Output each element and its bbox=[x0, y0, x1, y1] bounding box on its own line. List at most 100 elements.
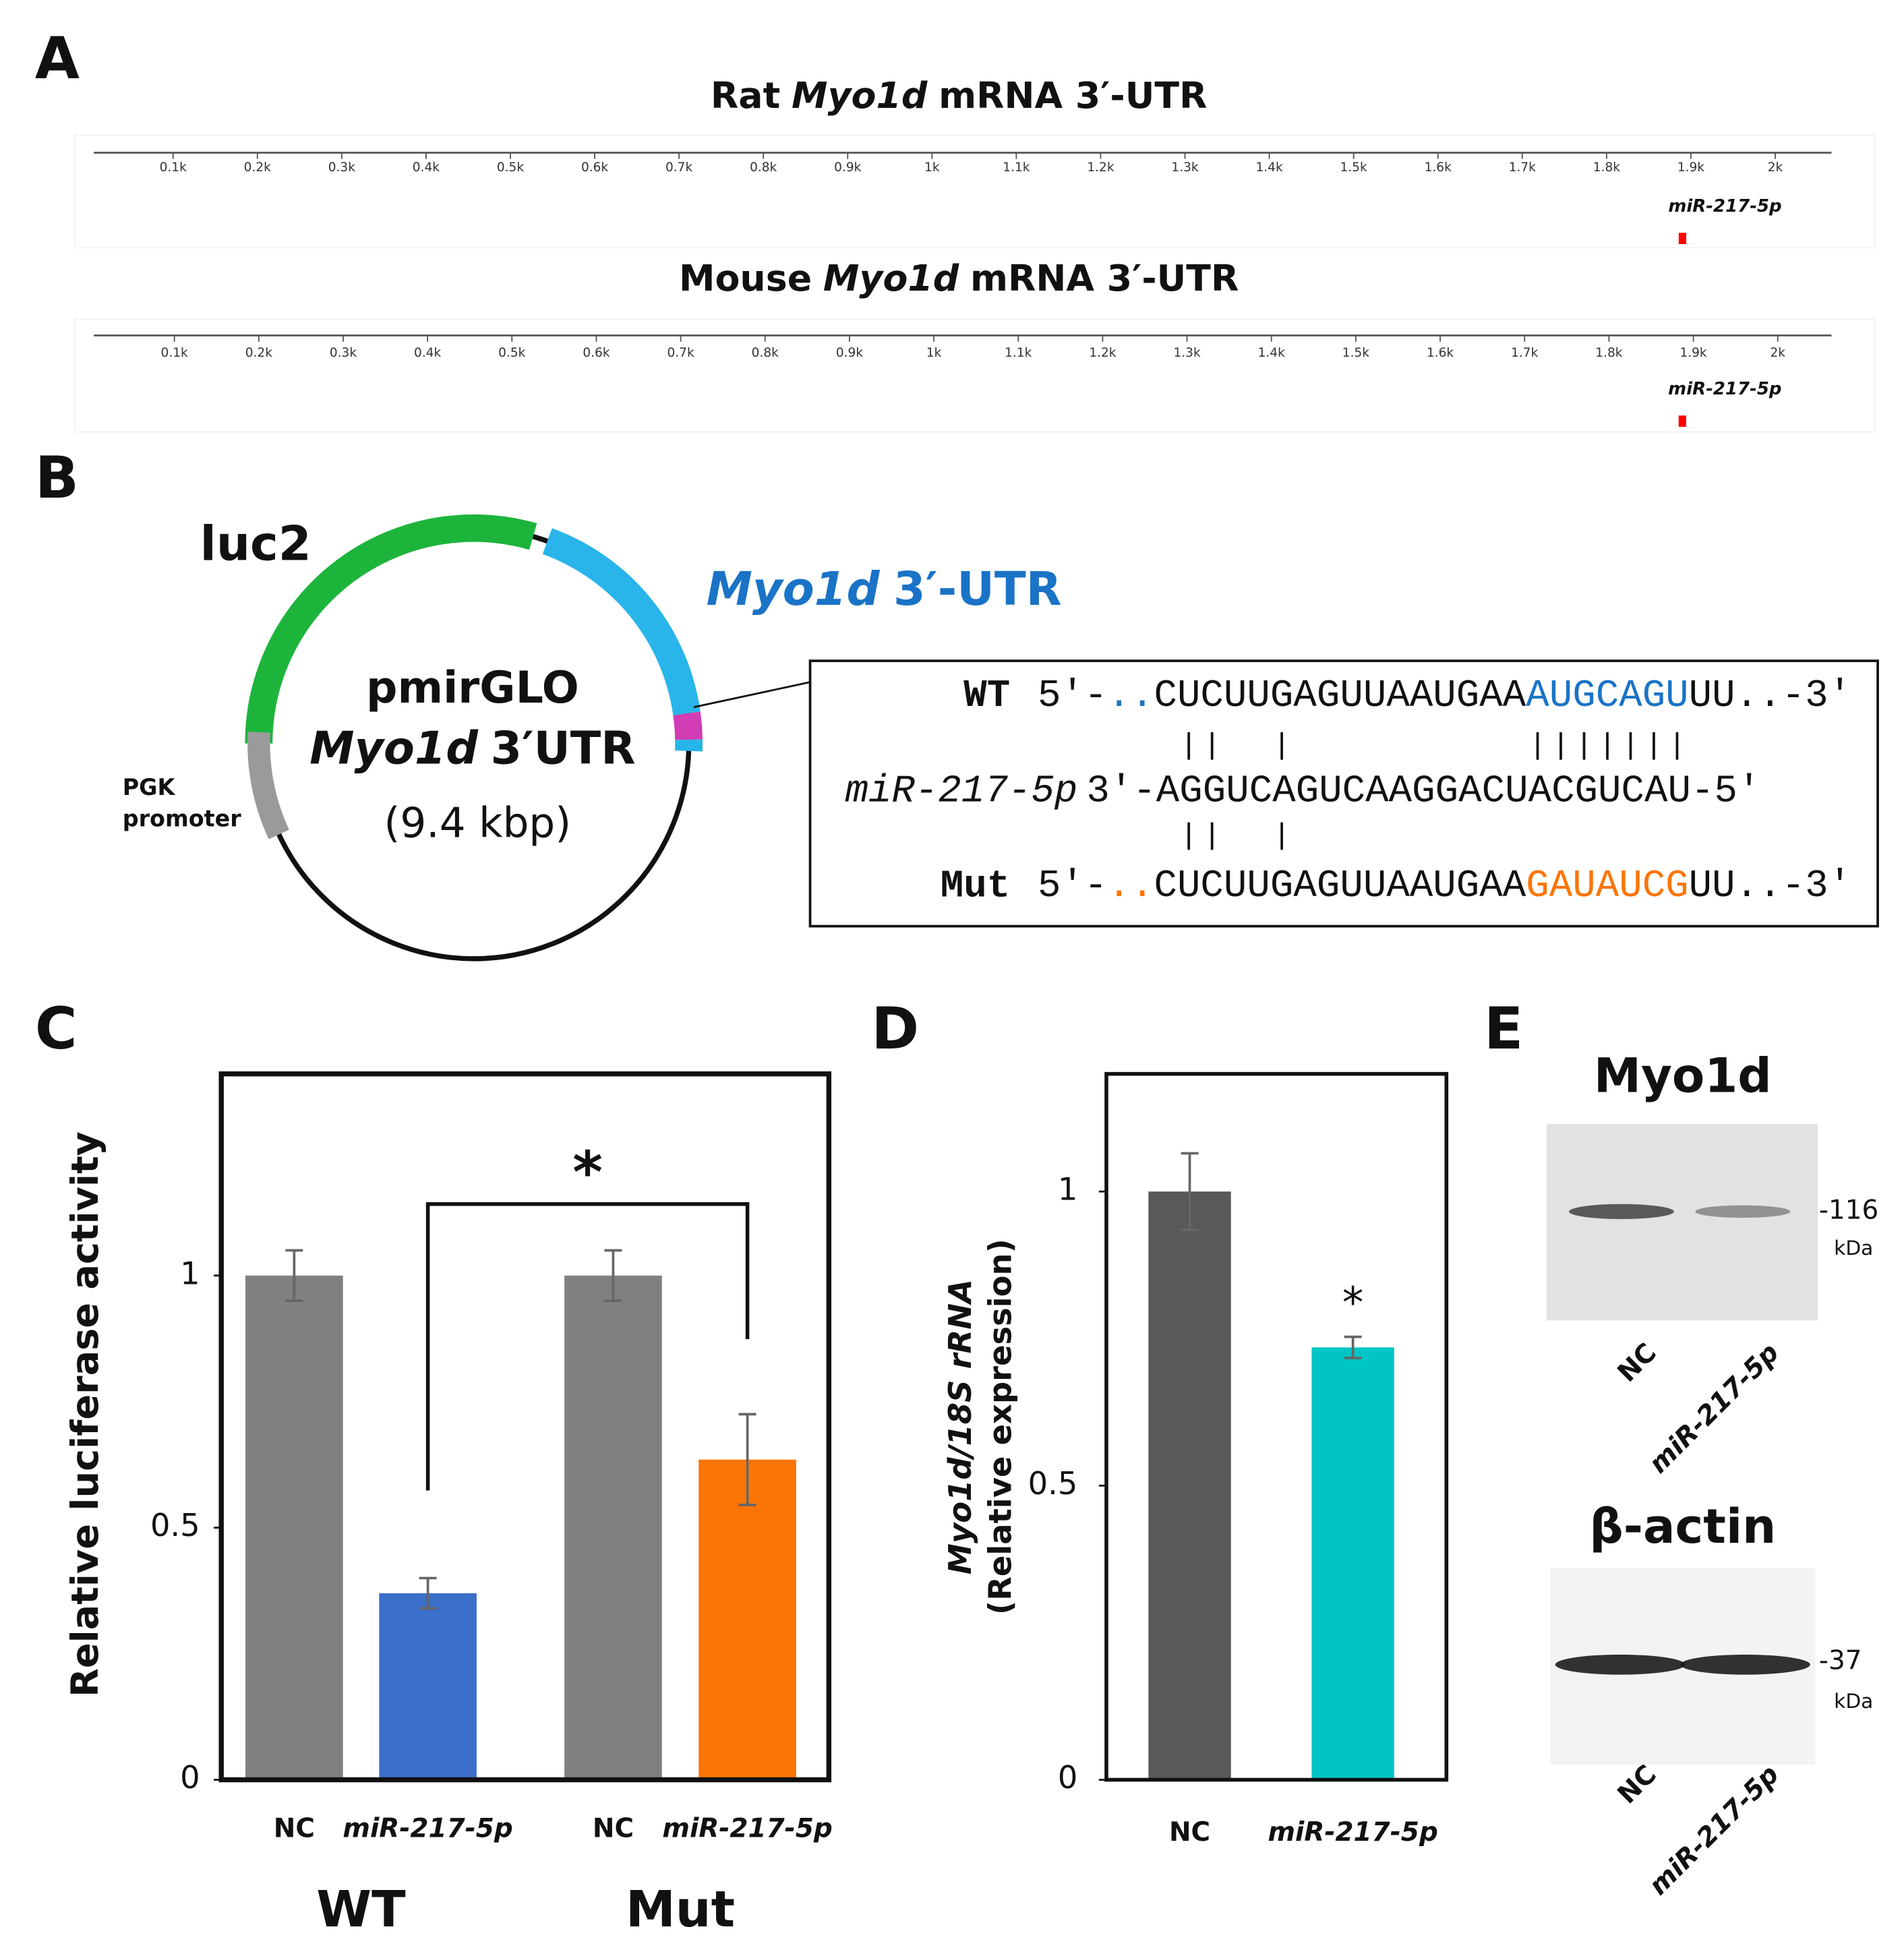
plasmid-insert: Myo1d 3′UTR bbox=[309, 721, 636, 774]
ruler-tick-label: 0.6k bbox=[583, 346, 609, 360]
bar bbox=[1148, 1191, 1231, 1780]
sequence-part: 5′- bbox=[1038, 864, 1107, 908]
blot-image bbox=[1546, 1123, 1818, 1321]
significance-marker: * bbox=[572, 1140, 603, 1206]
blot-band bbox=[1569, 1204, 1674, 1219]
ruler-tick-label: 1.5k bbox=[1340, 160, 1367, 175]
ruler-tick-label: 0.3k bbox=[328, 160, 355, 175]
y-tick-label: 1 bbox=[1058, 1171, 1077, 1208]
site-marker bbox=[1678, 233, 1687, 244]
size-unit: kDa bbox=[1834, 1689, 1873, 1713]
mirna-sequence: 3′-AGGUCAGUCAAGGACUACGUCAU-5′ bbox=[1086, 769, 1760, 813]
x-tick-label: NC bbox=[593, 1813, 634, 1843]
x-tick-label: miR-217-5p bbox=[1268, 1817, 1437, 1848]
ruler-tick-label: 1.8k bbox=[1593, 160, 1620, 175]
blot-band bbox=[1695, 1205, 1791, 1218]
title-part: Mouse bbox=[679, 256, 812, 299]
ruler-tick-label: 1.7k bbox=[1511, 346, 1538, 360]
group-label: Mut bbox=[626, 1881, 735, 1939]
insert-part: Myo1d bbox=[309, 721, 479, 774]
y-axis-label: Myo1d/18S rRNA bbox=[942, 1279, 978, 1574]
ruler-tick-label: 1k bbox=[926, 346, 942, 360]
sequence: 5′-..CUCUUGAGUUAAUGAAGAUAUCGUU..-3′ bbox=[1038, 864, 1851, 908]
bar bbox=[379, 1593, 477, 1780]
x-tick-label: miR-217-5p bbox=[662, 1813, 832, 1843]
promoter-label: PGK bbox=[123, 774, 176, 800]
sequence-part: 5′- bbox=[1038, 674, 1107, 718]
ruler-tick-label: 1.1k bbox=[1005, 346, 1032, 360]
sequence-part: GAUAUCG bbox=[1526, 864, 1688, 908]
alignment-box bbox=[808, 659, 1879, 928]
ruler-tick-label: 2k bbox=[1768, 160, 1783, 175]
utr-part: 3′-UTR bbox=[893, 562, 1062, 616]
site-segment bbox=[673, 711, 703, 740]
x-tick-label: NC bbox=[274, 1813, 315, 1843]
ruler-tick-label: 1.2k bbox=[1089, 346, 1116, 360]
ruler-tick-label: 1.9k bbox=[1679, 346, 1706, 360]
sequence-name: Mut bbox=[941, 864, 1010, 908]
ruler-tick-label: 0.3k bbox=[330, 346, 357, 360]
ruler-tick-label: 0.5k bbox=[497, 160, 524, 175]
utr-segment bbox=[542, 528, 701, 716]
sequence-name: WT bbox=[963, 674, 1010, 718]
ruler-tick-label: 0.1k bbox=[160, 160, 187, 175]
bar bbox=[1311, 1347, 1394, 1780]
y-tick-label: 0 bbox=[180, 1759, 200, 1796]
y-tick-label: 0 bbox=[1058, 1759, 1077, 1796]
ruler-tick-label: 0.9k bbox=[834, 160, 861, 175]
plot-frame bbox=[218, 1071, 832, 1783]
ruler-tick-label: 0.7k bbox=[665, 160, 692, 175]
ruler-tick-label: 0.9k bbox=[836, 346, 863, 360]
blot-title: β-actin bbox=[1589, 1499, 1776, 1554]
ruler-tick-label: 0.2k bbox=[244, 160, 271, 175]
group-label: WT bbox=[316, 1881, 406, 1939]
bar bbox=[564, 1275, 662, 1780]
y-axis-label: (Relative expression) bbox=[982, 1239, 1019, 1615]
title-part: Myo1d bbox=[823, 256, 959, 299]
y-tick-label: 0.5 bbox=[1028, 1465, 1078, 1502]
x-tick-label: miR-217-5p bbox=[343, 1813, 512, 1843]
site-marker bbox=[1678, 415, 1686, 427]
ruler-tick-label: 0.5k bbox=[498, 346, 525, 360]
ruler-tick-label: 0.8k bbox=[750, 160, 777, 175]
y-tick-label: 0.5 bbox=[150, 1507, 200, 1543]
panel-label: C bbox=[35, 996, 78, 1063]
title-part: mRNA 3′-UTR bbox=[939, 73, 1207, 116]
bar bbox=[698, 1459, 796, 1780]
blot-band bbox=[1555, 1654, 1686, 1675]
ruler-tick-label: 0.1k bbox=[161, 346, 188, 360]
ruler-tick-label: 0.4k bbox=[413, 160, 440, 175]
ruler-tick-label: 0.4k bbox=[414, 346, 441, 360]
mirna-name: miR-217-5p bbox=[845, 769, 1077, 813]
sequence-part: UU..-3′ bbox=[1689, 864, 1851, 908]
y-axis-label: Relative luciferase activity bbox=[63, 1131, 107, 1697]
panel-label: D bbox=[871, 996, 919, 1063]
ruler-tick-label: 0.6k bbox=[581, 160, 608, 175]
plasmid-size: (9.4 kbp) bbox=[384, 800, 572, 848]
ruler-tick-label: 1.1k bbox=[1003, 160, 1030, 175]
insert-part: 3′UTR bbox=[491, 721, 636, 774]
bar bbox=[245, 1275, 343, 1780]
sequence: 5′-..CUCUUGAGUUAAUGAAAUGCAGUUU..-3′ bbox=[1038, 674, 1851, 718]
sequence-part: .. bbox=[1107, 864, 1154, 908]
ruler-tick-label: 1.2k bbox=[1087, 160, 1114, 175]
sequence-part: UU..-3′ bbox=[1689, 674, 1851, 718]
site-label: miR-217-5p bbox=[1668, 196, 1781, 216]
significance-bracket bbox=[425, 1202, 750, 1491]
track-title: Mouse Myo1d mRNA 3′-UTR bbox=[679, 256, 1239, 299]
size-marker: -37 bbox=[1819, 1646, 1862, 1676]
title-part: Rat bbox=[711, 73, 780, 116]
track-background bbox=[74, 318, 1876, 433]
site-label: miR-217-5p bbox=[1668, 379, 1781, 399]
sequence-part: .. bbox=[1107, 674, 1154, 718]
significance-marker: * bbox=[1342, 1277, 1364, 1327]
ruler-tick-label: 1.7k bbox=[1509, 160, 1536, 175]
sequence-part: CUCUUGAGUUAAUGAA bbox=[1154, 864, 1526, 908]
y-tick-label: 1 bbox=[180, 1255, 200, 1291]
blot-title: Myo1d bbox=[1594, 1048, 1772, 1104]
ruler-tick-label: 1k bbox=[924, 160, 940, 175]
ruler-tick-label: 1.5k bbox=[1342, 346, 1369, 360]
panel-label: B bbox=[35, 445, 79, 512]
plot-frame bbox=[1104, 1071, 1449, 1782]
